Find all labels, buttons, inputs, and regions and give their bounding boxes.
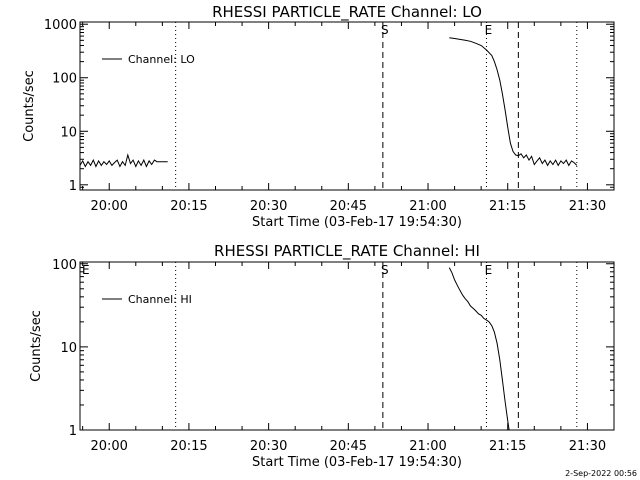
x-tick-label: 21:30 [569,439,606,454]
chart-title: RHESSI PARTICLE_RATE Channel: LO [212,3,482,22]
x-tick-label: 20:00 [90,439,127,454]
x-tick-label: 21:00 [409,439,446,454]
x-axis-label: Start Time (03-Feb-17 19:54:30) [252,455,462,470]
series-line-segment [449,37,578,167]
x-tick-label: 20:15 [170,439,207,454]
series-line-segment [79,153,168,168]
x-tick-label: 20:30 [250,439,287,454]
x-tick-label: 20:45 [330,199,367,214]
y-tick-label: 100 [52,258,77,273]
x-tick-label: 20:15 [170,199,207,214]
chart-title: RHESSI PARTICLE_RATE Channel: HI [214,242,480,261]
event-marker: E [485,263,493,277]
y-tick-label: 10 [60,341,77,356]
chart-panel-0: RHESSI PARTICLE_RATE Channel: LO 20:00 20:… [22,3,615,230]
x-tick-label: 21:00 [409,199,446,214]
x-tick-label: 20:30 [250,199,287,214]
y-axis-label: Counts/sec [22,70,37,142]
series-line-segment [448,267,510,431]
y-axis-label: Counts/sec [29,310,44,382]
x-tick-label: 21:15 [489,199,526,214]
legend-label: Channel: LO [128,53,195,66]
chart-panel-1: RHESSI PARTICLE_RATE Channel: HI 20:00 20:… [29,242,615,470]
y-tick-label: 1000 [44,18,77,33]
plot-frame [79,261,615,431]
x-tick-label: 21:30 [569,199,606,214]
y-tick-label: 1 [69,424,77,439]
x-axis-label: Start Time (03-Feb-17 19:54:30) [252,215,462,230]
x-tick-label: 21:15 [489,439,526,454]
footer-date: 2-Sep-2022 00:56 [565,469,637,478]
y-tick-label: 100 [52,72,77,87]
corner-marker: E [82,263,90,277]
event-marker: S [381,263,389,277]
event-marker: E [485,23,493,37]
event-marker: S [381,23,389,37]
y-tick-label: 1 [69,179,77,194]
y-tick-label: 10 [60,125,77,140]
legend-label: Channel: HI [128,293,192,306]
x-tick-label: 20:45 [330,439,367,454]
x-tick-label: 20:00 [90,199,127,214]
